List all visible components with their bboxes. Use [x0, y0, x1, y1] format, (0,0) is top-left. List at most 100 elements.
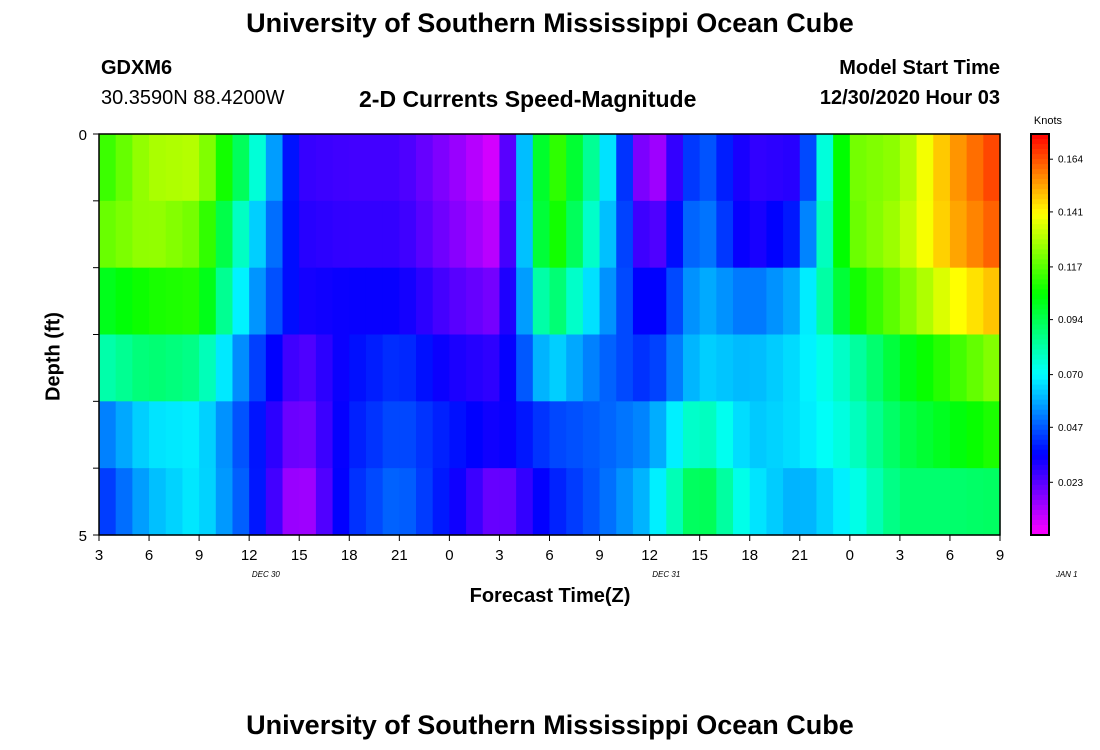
heatmap-cell [165, 401, 184, 469]
colorbar-segment [1031, 329, 1049, 336]
heatmap-cell [332, 334, 350, 402]
colorbar-segment [1031, 414, 1049, 421]
heatmap-cell [682, 401, 701, 469]
date-label: JAN 1 [1055, 570, 1078, 579]
heatmap-cell [616, 334, 634, 402]
heatmap-cell [115, 334, 133, 402]
colorbar-segment [1031, 434, 1049, 441]
heatmap-cell [699, 267, 717, 336]
colorbar-segment [1031, 384, 1049, 391]
heatmap-cell [682, 267, 701, 336]
heatmap-cell [933, 267, 951, 336]
colorbar-segment [1031, 484, 1049, 491]
heatmap-cell [99, 267, 117, 336]
heatmap-cell [532, 468, 551, 536]
heatmap-cell [949, 334, 968, 402]
colorbar-segment [1031, 259, 1049, 265]
heatmap-cell [115, 200, 133, 269]
heatmap-cell [265, 267, 284, 336]
heatmap-cell [449, 468, 467, 536]
heatmap-cell [215, 334, 234, 402]
x-tick-label: 9 [996, 547, 1004, 564]
heatmap-cell [99, 134, 117, 202]
heatmap-cell [783, 334, 801, 402]
heatmap-cell [315, 401, 334, 469]
heatmap-chart: 3 6 9 12 15 18 21 0 3 6 9 12 15 18 21 0 3 6 9 DEC 30 DEC 31 J… [79, 115, 1084, 579]
colorbar-tick-label: 0.094 [1058, 315, 1083, 326]
heatmap-cell [165, 334, 184, 402]
heatmap-cell [382, 267, 400, 336]
heatmap-cell [699, 468, 717, 536]
heatmap-cell [265, 134, 284, 202]
heatmap-cell [516, 468, 534, 536]
heatmap-cell [883, 334, 901, 402]
heatmap-cell [866, 334, 884, 402]
heatmap-cell [682, 334, 701, 402]
heatmap-cell [249, 468, 267, 536]
colorbar-segment [1031, 209, 1049, 215]
heatmap-cell [349, 267, 367, 336]
page-title-repeat: University of Southern Mississippi Ocean… [246, 710, 854, 740]
heatmap-cell [315, 267, 334, 336]
heatmap-cell [833, 334, 851, 402]
heatmap-cell [632, 468, 651, 536]
heatmap-cell [716, 468, 734, 536]
heatmap-cell [649, 468, 667, 536]
heatmap-cell [849, 134, 868, 202]
colorbar-segment [1031, 364, 1049, 371]
x-tick-label: 12 [641, 547, 658, 564]
x-tick-label: 3 [495, 547, 503, 564]
heatmap-cell [416, 468, 434, 536]
heatmap-cell [766, 334, 784, 402]
heatmap-cell [516, 200, 534, 269]
heatmap-cell [966, 401, 984, 469]
heatmap-cell [699, 401, 717, 469]
colorbar-tick-label: 0.047 [1058, 423, 1083, 434]
heatmap-cell [499, 267, 517, 336]
colorbar-segment [1031, 224, 1049, 230]
colorbar-segment [1031, 144, 1049, 150]
colorbar-segment [1031, 464, 1049, 471]
colorbar-segment [1031, 199, 1049, 205]
heatmap-cell [449, 267, 467, 336]
heatmap-cell [983, 267, 1001, 336]
heatmap-cell [399, 334, 417, 402]
heatmap-cell [632, 134, 651, 202]
heatmap-cell [482, 267, 501, 336]
heatmap-cell [582, 200, 601, 269]
heatmap-cell [966, 267, 984, 336]
colorbar: Knots 0.164 0.141 0.117 0.094 0.070 0.047 0.023 [1030, 115, 1083, 536]
heatmap-cell [616, 267, 634, 336]
colorbar-segment [1031, 149, 1049, 155]
heatmap-cell [916, 267, 934, 336]
heatmap-cell [349, 468, 367, 536]
heatmap-cell [482, 468, 501, 536]
heatmap-cell [165, 468, 184, 536]
heatmap-cell [449, 334, 467, 402]
heatmap-cell [282, 334, 300, 402]
colorbar-segment [1031, 269, 1049, 275]
heatmap-cell [549, 134, 567, 202]
heatmap-cell [232, 401, 250, 469]
colorbar-segment [1031, 294, 1049, 301]
heatmap-cell [766, 200, 784, 269]
heatmap-cell [249, 334, 267, 402]
heatmap-cell [532, 134, 551, 202]
heatmap-cell [582, 401, 601, 469]
heatmap-cell [749, 267, 768, 336]
heatmap-cell [666, 468, 684, 536]
heatmap-cell [883, 267, 901, 336]
heatmap-cell [799, 267, 818, 336]
heatmap-cell [549, 468, 567, 536]
heatmap-cell [899, 401, 918, 469]
heatmap-cell [532, 267, 551, 336]
heatmap-cell [199, 267, 217, 336]
heatmap-cell [983, 134, 1001, 202]
heatmap-cell [282, 401, 300, 469]
y-tick-label-bottom: 5 [79, 528, 87, 545]
heatmap-cell [466, 334, 484, 402]
heatmap-cell [499, 134, 517, 202]
heatmap-cell [466, 401, 484, 469]
heatmap-cell [816, 200, 834, 269]
heatmap-cell [799, 468, 818, 536]
